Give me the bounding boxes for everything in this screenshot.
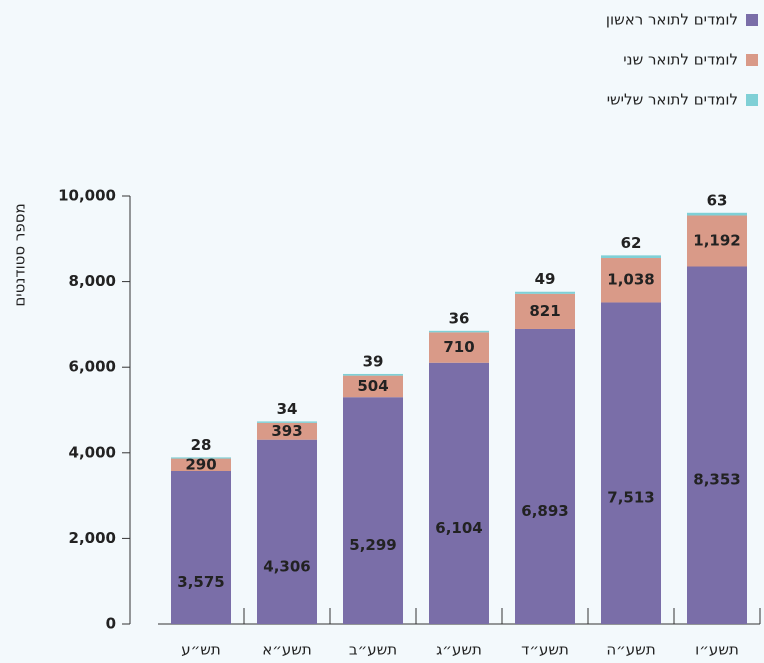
bar-segment <box>429 362 489 624</box>
data-label: 504 <box>357 377 388 395</box>
data-label: 4,306 <box>263 557 310 575</box>
x-tick-label: תשע״ג <box>436 641 482 659</box>
x-tick-label: תשע״ב <box>349 641 397 659</box>
bar-segment <box>257 439 317 624</box>
data-label: 3,575 <box>177 573 224 591</box>
data-label: 1,038 <box>607 271 654 289</box>
y-tick-label: 2,000 <box>69 529 116 547</box>
bar-segment <box>343 375 403 398</box>
x-tick-label: תשע״ה <box>606 641 655 659</box>
bar-segment <box>515 291 575 294</box>
y-tick-label: 8,000 <box>69 272 116 290</box>
bar-segment <box>343 373 403 376</box>
legend-label: לומדים לתואר שלישי <box>607 91 738 109</box>
bar-segment <box>601 258 661 303</box>
y-tick-label: 6,000 <box>69 358 116 376</box>
bar-segment <box>429 330 489 333</box>
y-tick-label: 10,000 <box>58 187 116 205</box>
data-label: 6,104 <box>435 519 482 537</box>
data-label: 63 <box>707 191 728 209</box>
data-label: 39 <box>363 352 384 370</box>
legend-swatch <box>746 94 758 106</box>
data-label: 393 <box>271 422 302 440</box>
data-label: 8,353 <box>693 471 740 489</box>
legend-swatch <box>746 54 758 66</box>
bar-segment <box>601 302 661 624</box>
data-label: 290 <box>185 455 216 473</box>
bar-segment <box>515 328 575 624</box>
bar-segment <box>601 255 661 259</box>
bar-segment <box>171 470 231 624</box>
bar-segment <box>257 422 317 440</box>
bar-segment <box>687 215 747 267</box>
data-label: 710 <box>443 338 474 356</box>
data-label: 34 <box>277 400 298 418</box>
x-tick-label: תשע״א <box>262 641 312 659</box>
y-tick-label: 4,000 <box>69 443 116 461</box>
x-tick-label: תשע״ד <box>521 641 569 659</box>
data-label: 821 <box>529 302 560 320</box>
bar-segment <box>515 293 575 329</box>
legend-label: לומדים לתואר שני <box>623 51 738 69</box>
data-label: 62 <box>621 234 642 252</box>
bar-segment <box>171 458 231 471</box>
data-label: 36 <box>449 309 470 327</box>
x-tick-label: תשע״ו <box>695 641 739 659</box>
legend-swatch <box>746 14 758 26</box>
data-label: 6,893 <box>521 502 568 520</box>
y-axis-label: מספר סטודנטים <box>11 203 29 306</box>
bar-segment <box>171 457 231 459</box>
x-tick-label: תש״ע <box>181 641 221 659</box>
bar-segment <box>687 266 747 624</box>
bar-segment <box>343 397 403 624</box>
data-label: 7,513 <box>607 489 654 507</box>
y-tick-label: 0 <box>106 615 116 633</box>
legend-label: לומדים לתואר ראשון <box>606 11 738 29</box>
data-label: 5,299 <box>349 536 396 554</box>
data-label: 28 <box>191 436 212 454</box>
bar-segment <box>687 212 747 216</box>
data-label: 1,192 <box>693 231 740 249</box>
bar-segment <box>257 421 317 423</box>
bar-segment <box>429 332 489 363</box>
data-label: 49 <box>535 270 556 288</box>
